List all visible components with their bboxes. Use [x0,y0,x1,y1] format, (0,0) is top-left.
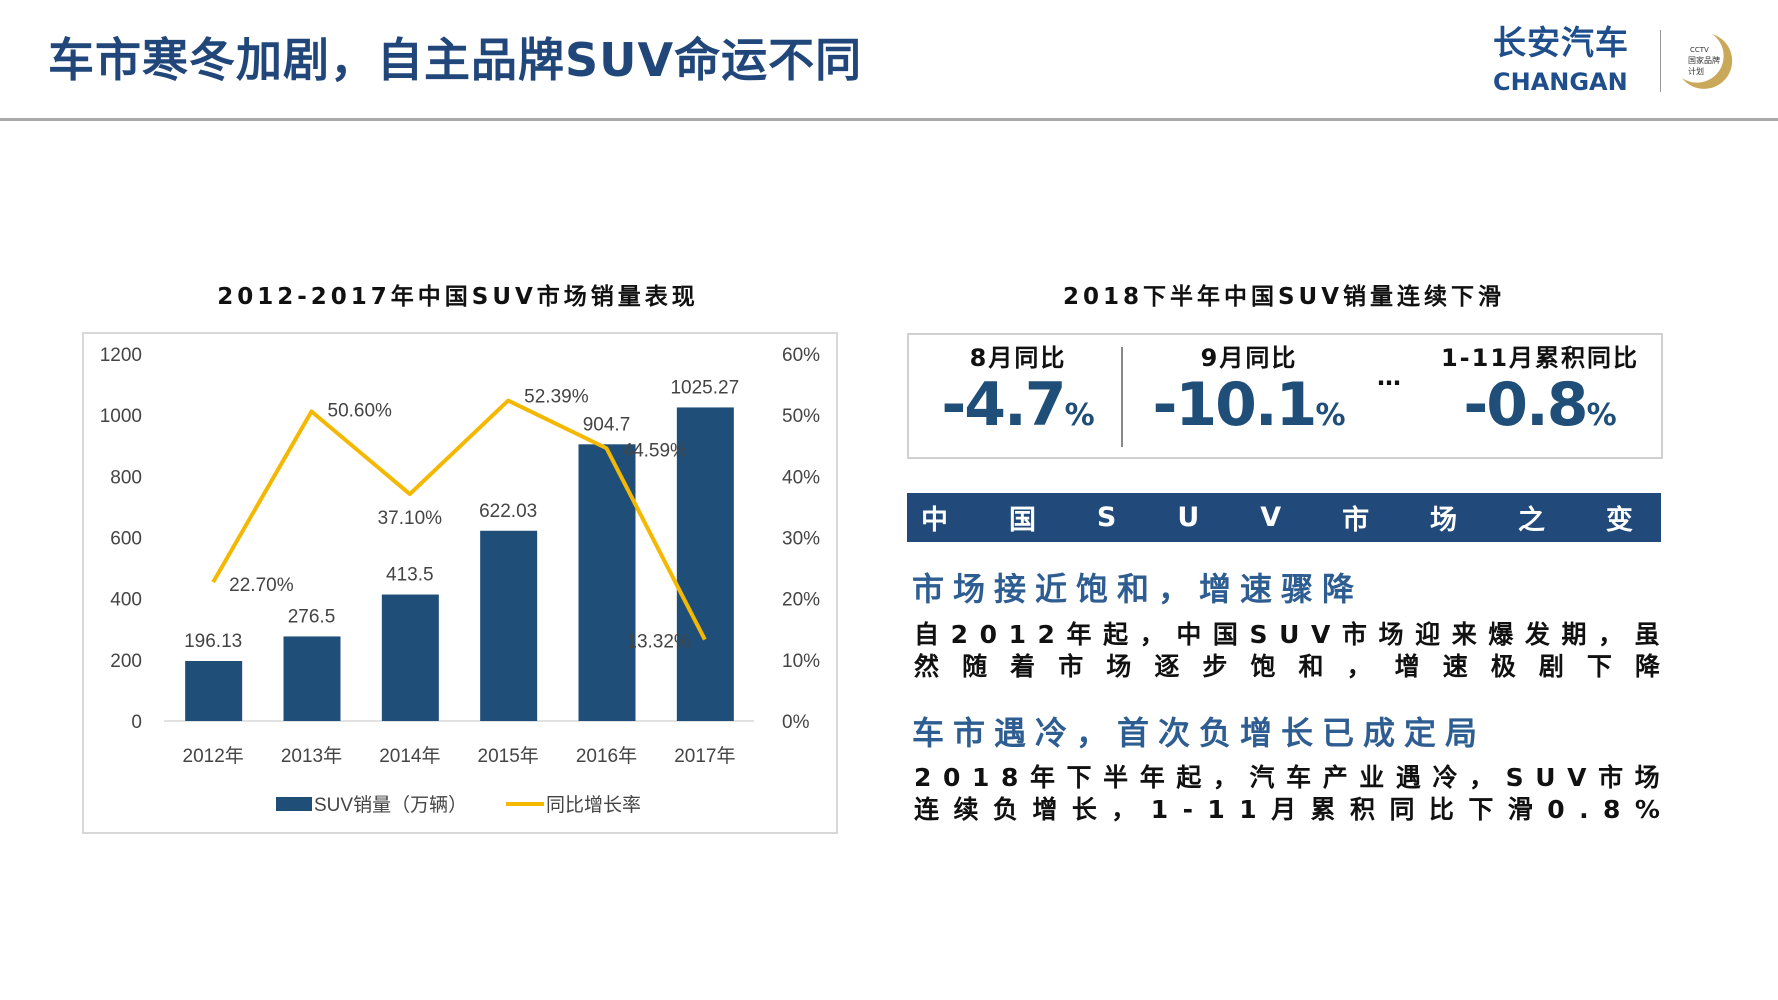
legend-label-line: 同比增长率 [546,794,641,816]
x-tick-label: 2015年 [478,745,539,767]
y-right-tick: 10% [782,651,820,672]
band-char: 市 [1342,505,1370,536]
x-tick-label: 2014年 [379,745,440,767]
y-left-tick: 400 [110,590,142,611]
chart-frame [82,332,838,834]
y-right-tick: 20% [782,590,820,611]
changan-logo-en: CHANGAN [1493,68,1628,96]
line-value-label: 52.39% [524,387,589,408]
svg-text:CCTV: CCTV [1690,46,1709,54]
band-char: S [1096,502,1117,533]
stat-label: 9月同比 [1200,344,1298,372]
svg-text:国家品牌: 国家品牌 [1688,55,1720,65]
cctv-emblem-icon: CCTV 国家品牌 计划 [1682,34,1733,89]
stat-ytd: 1-11月累积同比 -0.8% [1423,335,1657,448]
bar [185,661,243,721]
y-left-tick: 1200 [100,345,142,366]
bar-value-label: 276.5 [288,606,336,627]
band-char: 中 [921,505,948,536]
bar-value-label: 1025.27 [670,377,739,398]
stat-sep: 9月同比 -10.1% [1139,335,1359,448]
x-tick-label: 2017年 [674,745,735,767]
section-band: 中 国 S U V 市 场 之 变 [907,493,1661,542]
y-left-tick: 800 [110,467,142,488]
stats-box: 8月同比 -4.7% 9月同比 -10.1% … 1-11月累积同比 -0.8% [907,333,1663,459]
band-char: U [1177,502,1200,533]
band-char: 之 [1517,505,1545,536]
slide-title: 车市寒冬加剧，自主品牌SUV命运不同 [48,33,863,87]
y-left-tick: 1000 [100,406,142,427]
y-right-tick: 40% [782,467,820,488]
bar [480,530,538,721]
stat-value: -10.1% [1152,370,1346,440]
legend-label-bar: SUV销量（万辆） [314,794,467,816]
y-left-tick: 200 [110,651,142,672]
y-right-tick: 60% [782,345,820,366]
x-tick-label: 2016年 [576,745,637,767]
line-value-label: 37.10% [378,508,443,529]
band-char: 国 [1008,505,1036,536]
bar [676,407,734,721]
growth-line [211,398,707,641]
svg-text:计划: 计划 [1688,66,1704,76]
bar-value-label: 622.03 [479,501,537,522]
band-char: 变 [1605,505,1633,536]
y-right-tick: 50% [782,406,820,427]
y-left-tick: 0 [131,712,142,733]
paragraph-line: 自 2 0 1 2 年起，中国 S U V 市场迎来爆发期，虽 [914,620,1660,649]
bar-value-label: 413.5 [386,565,434,586]
y-right-tick: 0% [782,712,810,733]
paragraph-line: 然随着市场逐步饱和，增速极剧下降 [914,652,1660,681]
ellipsis: … [1377,363,1401,391]
section-heading: 市场接近饱和，增速骤降 [912,570,1364,608]
bar [381,594,439,721]
y-left-tick: 600 [110,529,142,550]
line-value-label: 22.70% [229,575,294,596]
section-heading: 车市遇冷，首次负增长已成定局 [912,714,1487,752]
line-value-label: 50.60% [328,400,393,421]
bar-value-label: 904.7 [583,414,631,435]
stat-divider [1121,347,1123,447]
bar [283,636,341,721]
sales-chart: 0 200 400 600 800 1000 1200 0% 10% 20% 30% 40% 50% 60… [100,345,820,816]
band-char: V [1260,502,1282,533]
line-value-label: 13.32% [626,632,691,653]
paragraph-line: 2 0 1 8 年下半年起，汽车产业遇冷， S U V 市场 [914,763,1660,792]
stat-label: 8月同比 [969,344,1067,372]
stat-value: -0.8% [1463,370,1617,440]
band-char: 场 [1430,505,1458,536]
stat-value: -4.7% [941,370,1095,440]
header-divider [0,118,1778,121]
y-right-tick: 30% [782,529,820,550]
changan-logo-cn: 长安汽车 [1493,23,1629,62]
x-tick-label: 2013年 [281,745,342,767]
bar-value-label: 196.13 [184,631,242,652]
paragraph-line: 连续负增长， 1-1 1 月累积同比下滑 0. 8% [914,795,1660,824]
x-tick-label: 2012年 [183,745,244,767]
legend-swatch-bar [276,797,312,811]
stat-aug: 8月同比 -4.7% [923,335,1113,448]
chart-title: 2012-2017年中国SUV市场销量表现 [217,284,699,310]
stat-label: 1-11月累积同比 [1440,344,1640,372]
line-value-label: 44.59% [623,440,688,461]
right-title: 2018下半年中国SUV销量连续下滑 [1062,284,1506,310]
logo-divider [1660,30,1661,92]
